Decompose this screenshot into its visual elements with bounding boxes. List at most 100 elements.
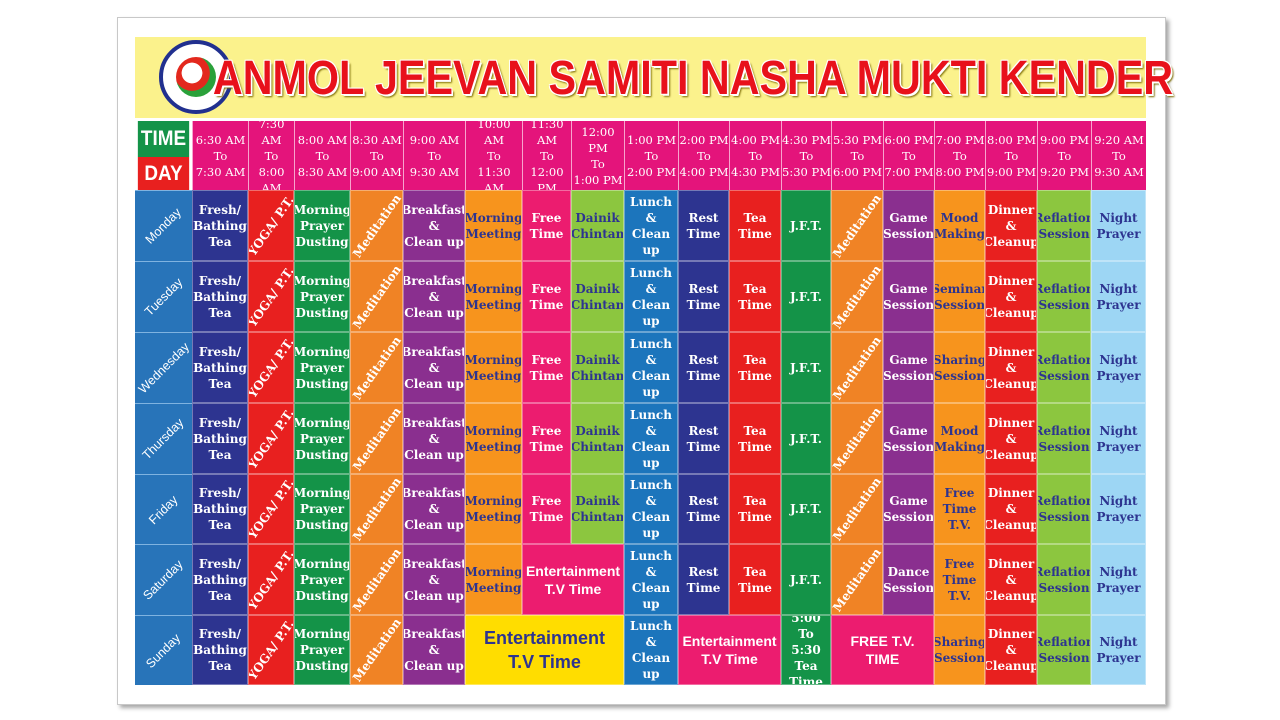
day-name: Tuesday [141,275,186,319]
activity-label: Dainik Chintan [571,494,624,524]
activity-cell: Reflation Session [1037,403,1091,474]
activity-cell: Free Time [522,261,571,332]
activity-label: Dinner & Cleanup [985,627,1037,673]
activity-label: Meditation [831,262,883,331]
activity-cell: Fresh/ Bathing Tea [192,261,248,332]
activity-label: Meditation [831,191,883,260]
time-slot-header: 8:30 AM To 9:00 AM [350,121,403,190]
activity-cell: Morning Meeting [465,474,522,544]
activity-label: Entertainment T.V Time [483,628,606,672]
activity-cell: YOGA/ P.T. [248,615,294,685]
activity-cell: Dance Session [883,544,934,615]
activity-cell: Night Prayer [1091,332,1146,403]
activity-cell: Dainik Chintan [571,332,624,403]
activity-label: Night Prayer [1096,352,1141,383]
activity-cell: Meditation [350,332,403,403]
time-slot-header: 9:00 AM To 9:30 AM [403,121,465,190]
time-slot-header: 7:00 PM To 8:00 PM [934,121,985,190]
activity-label: Game Session [883,352,934,383]
activity-label: Meditation [831,333,883,402]
activity-label: J.F.T. [790,289,822,304]
time-slot-header: 9:20 AM To 9:30 AM [1091,121,1146,190]
activity-label: J.F.T. [790,431,822,446]
activity-cell: Rest Time [678,544,729,615]
activity-label: Night Prayer [1096,564,1141,595]
day-label-thursday: Thursday [135,403,192,474]
activity-cell: Breakfast & Clean up [403,332,465,403]
title-banner [135,37,1146,118]
activity-cell: Entertainment T.V Time [522,544,624,615]
time-slot-to: 4:00 PM [679,164,729,179]
activity-cell: Breakfast & Clean up [403,615,465,685]
activity-label: Meditation [350,615,403,685]
activity-cell: Fresh/ Bathing Tea [192,615,248,685]
activity-label: Lunch & Clean up [630,478,672,540]
activity-cell: Morning Prayer Dusting [294,190,350,261]
activity-cell: 5:00 To 5:30 Tea Time [781,615,831,685]
activity-label: Tea Time [738,494,772,524]
activity-label: Seminar Session [934,281,985,312]
activity-cell: Reflation Session [1037,474,1091,544]
activity-cell: Dinner & Cleanup [985,403,1037,474]
activity-cell: Fresh/ Bathing Tea [192,544,248,615]
activity-label: Game Session [883,494,934,524]
activity-cell: Free Time [522,190,571,261]
activity-label: Fresh/ Bathing Tea [193,627,247,673]
activity-label: Breakfast & Clean up [403,273,465,320]
time-slot-to: 6:00 PM [833,164,882,179]
activity-cell: Breakfast & Clean up [403,544,465,615]
activity-label: Meditation [350,404,403,473]
activity-cell: Night Prayer [1091,403,1146,474]
activity-label: Meditation [831,404,883,473]
time-slot-from: 10:00 AM [477,116,511,147]
activity-cell: Free Time [522,403,571,474]
activity-label: Night Prayer [1096,494,1141,524]
activity-cell: Lunch & Clean up [624,261,678,332]
activity-label: Lunch & Clean up [630,548,672,611]
activity-label: Fresh/ Bathing Tea [193,486,247,532]
activity-cell: Game Session [883,332,934,403]
time-slot-header: 10:00 AM To 11:30 AM [465,117,522,195]
day-label-saturday: Saturday [135,544,192,615]
activity-cell: YOGA/ P.T. [248,190,294,261]
time-slot-separator: To [213,148,228,163]
time-slot-from: 9:00 PM [1040,132,1089,147]
activity-label: J.F.T. [790,502,822,516]
activity-cell: Lunch & Clean up [624,190,678,261]
time-slot-from: 9:00 AM [409,132,460,147]
time-slot-separator: To [1004,148,1019,163]
activity-label: Lunch & Clean up [630,265,672,328]
time-slot-header: 12:00 PM To 1:00 PM [571,121,624,190]
activity-label: Reflation Session [1038,564,1090,595]
time-slot-header: 2:00 PM To 4:00 PM [678,121,729,190]
day-label-sunday: Sunday [135,615,192,685]
time-slot-to: 4:30 PM [731,164,780,179]
activity-cell: YOGA/ P.T. [248,544,294,615]
time-slot-header: 8:00 PM To 9:00 PM [985,121,1037,190]
activity-label: Sharing Session [934,635,985,665]
activity-cell: Night Prayer [1091,261,1146,332]
activity-cell: J.F.T. [781,332,831,403]
activity-label: Fresh/ Bathing Tea [193,202,247,249]
activity-cell: Dainik Chintan [571,474,624,544]
day-name: Sunday [143,630,184,671]
time-slot-to: 8:30 AM [297,164,348,179]
time-slot-separator: To [370,148,384,163]
activity-label: Dainik Chintan [571,423,624,454]
activity-cell: Night Prayer [1091,190,1146,261]
activity-label: Free Time T.V. [942,556,977,603]
activity-label: Morning Meeting [465,352,522,383]
activity-cell: Tea Time [729,403,781,474]
activity-cell: Lunch & Clean up [624,544,678,615]
activity-cell: Dinner & Cleanup [985,190,1037,261]
activity-cell: Free Time [522,474,571,544]
activity-label: Dance Session [883,564,934,595]
activity-cell: J.F.T. [781,190,831,261]
activity-label: Tea Time [738,423,772,454]
activity-label: Lunch & Clean up [630,194,672,257]
time-slot-from: 4:00 PM [731,132,780,147]
activity-cell: Tea Time [729,332,781,403]
time-slot-header: 5:30 PM To 6:00 PM [831,121,883,190]
time-slot-separator: To [953,148,967,163]
time-slot-to: 9:30 AM [409,164,460,179]
